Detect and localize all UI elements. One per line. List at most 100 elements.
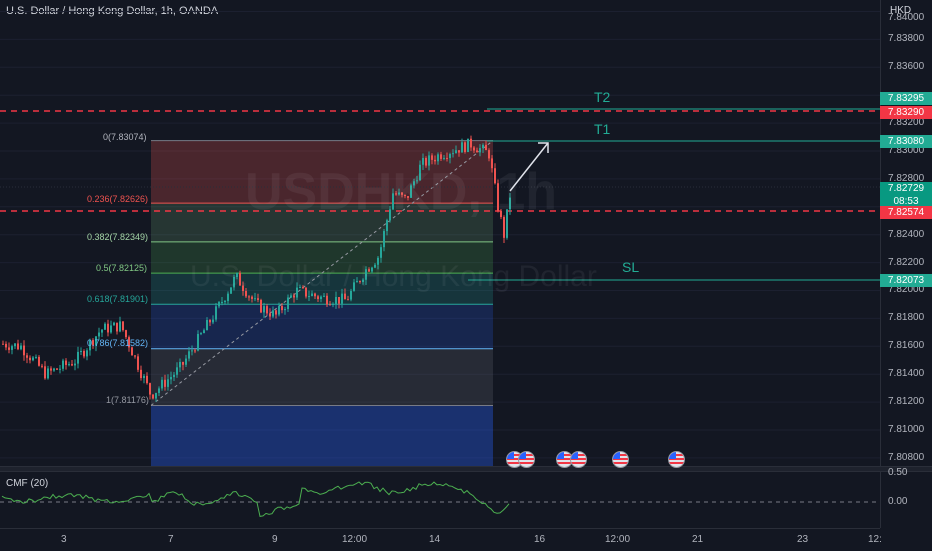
candle-body <box>479 148 481 153</box>
candle-body <box>413 181 415 186</box>
candle-body <box>476 150 478 153</box>
fib-level-1: 1(7.81176) <box>106 395 149 405</box>
candle-body <box>392 193 394 210</box>
candle-body <box>401 192 403 195</box>
fib-level-0: 0(7.83074) <box>103 132 147 142</box>
us-flag-icon[interactable] <box>612 451 629 468</box>
us-flag-icon[interactable] <box>518 451 535 468</box>
candle-body <box>155 392 157 399</box>
candle-body <box>236 272 238 278</box>
time-label: 12:00 <box>342 534 368 545</box>
us-flag-icon[interactable] <box>668 451 685 468</box>
candle-body <box>344 293 346 300</box>
price-label: 7.82800 <box>888 173 925 184</box>
cmf-indicator-label[interactable]: CMF (20) <box>6 478 49 489</box>
candle-body <box>164 379 166 387</box>
candle-body <box>317 296 319 300</box>
candle-body <box>347 299 349 301</box>
candle-body <box>485 144 487 151</box>
candle-body <box>47 368 49 379</box>
candle-body <box>455 150 457 154</box>
price-label: 7.83200 <box>888 117 925 128</box>
candle-body <box>86 350 88 357</box>
candle-body <box>269 313 271 317</box>
candle-body <box>170 377 172 380</box>
candle-body <box>506 209 508 238</box>
candle-body <box>146 375 148 384</box>
candle-body <box>359 281 361 283</box>
candle-body <box>287 297 289 310</box>
candle-body <box>230 287 232 294</box>
candle-body <box>56 368 58 370</box>
pane-separator[interactable] <box>0 466 932 472</box>
candle-body <box>257 298 259 300</box>
candle-body <box>461 142 463 153</box>
price-label: 7.82400 <box>888 229 925 240</box>
t1-price-tag: 7.83080 <box>880 135 932 148</box>
candle-body <box>20 345 22 350</box>
candle-body <box>251 296 253 299</box>
candle-body <box>440 154 442 159</box>
candle-body <box>416 180 418 182</box>
candle-body <box>326 295 328 305</box>
candle-body <box>272 310 274 317</box>
currency-label[interactable]: HKD <box>890 5 912 16</box>
candle-body <box>98 332 100 337</box>
candle-body <box>218 302 220 307</box>
fib-zone <box>151 203 493 242</box>
us-flag-icon[interactable] <box>570 451 587 468</box>
candle-body <box>14 343 16 347</box>
candle-body <box>107 323 109 333</box>
candle-body <box>428 155 430 166</box>
fib-level-0618: 0.618(7.81901) <box>87 294 149 304</box>
time-label: 12: <box>868 534 882 545</box>
candle-body <box>308 296 310 298</box>
candle-body <box>254 298 256 300</box>
candle-body <box>374 264 376 268</box>
candle-body <box>224 300 226 303</box>
candle-body <box>188 351 190 359</box>
candle-body <box>59 368 61 370</box>
candle-body <box>311 293 313 297</box>
fib-zone <box>151 241 493 274</box>
cmf-axis-label: 0.00 <box>888 496 908 507</box>
candle-body <box>422 157 424 165</box>
time-label: 23 <box>797 534 809 545</box>
last-price-tag: 7.82729 <box>880 182 932 195</box>
candle-body <box>38 356 40 366</box>
fib-zone <box>151 405 493 466</box>
candle-body <box>71 364 73 366</box>
price-label: 7.82000 <box>888 284 925 295</box>
fib-zone <box>151 273 493 305</box>
stop-loss-label: SL <box>622 259 640 275</box>
candle-body <box>377 257 379 265</box>
candle-body <box>11 346 13 350</box>
lower-red-price-tag: 7.82574 <box>880 206 932 219</box>
candle-body <box>221 302 223 304</box>
candle-body <box>80 351 82 353</box>
time-axis[interactable] <box>0 528 880 551</box>
time-label: 3 <box>61 534 67 545</box>
candle-body <box>65 360 67 365</box>
candle-body <box>371 267 373 272</box>
price-axis[interactable] <box>880 0 932 528</box>
candle-body <box>41 365 43 367</box>
candle-body <box>452 153 454 155</box>
candle-body <box>191 350 193 352</box>
candle-body <box>383 231 385 248</box>
fib-zone <box>151 348 493 406</box>
candle-body <box>437 154 439 162</box>
candle-body <box>68 364 70 366</box>
candle-body <box>116 322 118 332</box>
candle-body <box>386 220 388 232</box>
candle-body <box>167 379 169 387</box>
candle-body <box>329 304 331 306</box>
candle-body <box>173 374 175 378</box>
price-label: 7.83600 <box>888 61 925 72</box>
candle-body <box>104 323 106 330</box>
candle-body <box>464 142 466 153</box>
candle-body <box>431 155 433 160</box>
candle-body <box>53 368 55 371</box>
price-label: 7.81000 <box>888 424 925 435</box>
